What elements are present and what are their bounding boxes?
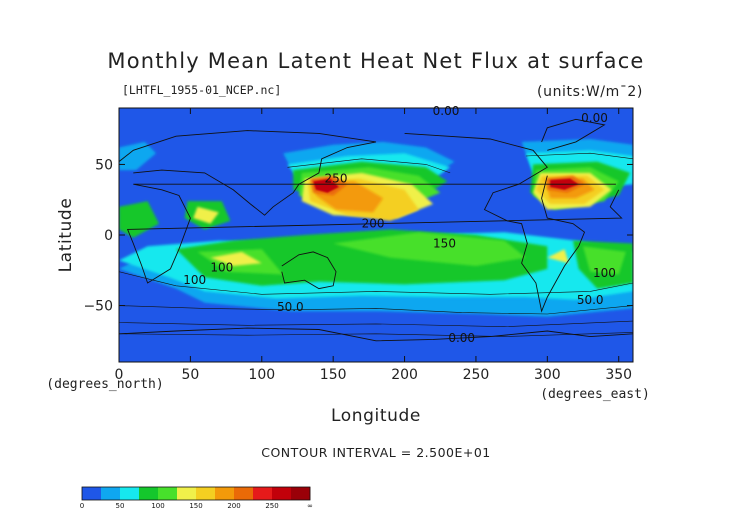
x-tick-label: 250 [463,367,490,383]
x-axis-title: Longitude [331,406,421,426]
colorbar-swatch [196,487,216,500]
colorbar-swatch [253,487,273,500]
continent-outline-americas [404,132,586,313]
contour-label: 150 [433,237,456,251]
colorbar-label: 50 [116,502,125,510]
colorbar-swatch [82,487,102,500]
y-tick-label: 50 [95,157,113,173]
x-tick-label: 350 [605,367,632,383]
contour-labels: 0.00 0.00 250 200 150 100 100 100 50.0 50.0 0.00 [183,104,616,345]
chart-title: Monthly Mean Latent Heat Net Flux at sur… [107,49,644,73]
contour-line [525,152,633,160]
contour-label: 0.00 [581,111,608,125]
contour-label: 50.0 [577,293,604,307]
contour-label: 100 [593,266,616,280]
colorbar-swatch [158,487,178,500]
units-label: (units:W/m¯2) [537,84,643,100]
x-tick-label: 50 [181,367,199,383]
colorbar-frame [81,486,311,501]
heat-cell [583,246,626,275]
contour-label: 250 [325,172,348,186]
plot-area: 0.00 0.00 250 200 150 100 100 100 50.0 50.0 0.00 0… [83,104,634,383]
contour-label: 0.00 [448,331,475,345]
contour-line [119,305,633,315]
continent-outline-eurasia [119,130,377,216]
contour-line [119,332,633,337]
x-tick-label: 150 [320,367,347,383]
contour-label: 100 [210,261,233,275]
colorbar-swatch [101,487,121,500]
contour-line [119,320,633,328]
heat-cell [313,178,339,193]
y-tick-label: −50 [83,299,113,315]
colorbar-label: ∞ [307,502,313,510]
continent-outline-greenland [541,118,606,151]
colorbar-swatch [215,487,235,500]
heat-cell [210,251,262,266]
colorbar-label: 200 [227,502,240,510]
x-tick-label: 0 [115,367,124,383]
colorbar: 0 50 100 150 200 250 ∞ [80,486,313,510]
continent-outline-africa [126,183,623,284]
colorbar-label: 150 [189,502,202,510]
heat-cell [193,206,219,224]
colorbar-swatch [120,487,140,500]
y-axis-title: Latitude [56,198,76,273]
y-units-label: (degrees_north) [46,377,163,392]
y-tick-label: 0 [104,228,113,244]
colorbar-swatch [177,487,197,500]
colorbar-swatch [234,487,254,500]
colorbar-label: 0 [80,502,84,510]
contour-label: 200 [362,217,385,231]
contour-line [119,271,633,295]
colorbar-swatch [139,487,159,500]
x-units-label: (degrees_east) [540,387,650,402]
x-tick-label: 300 [534,367,561,383]
x-tick-label: 200 [391,367,418,383]
contour-interval-label: CONTOUR INTERVAL = 2.500E+01 [261,445,491,460]
colorbar-swatch [272,487,292,500]
contour-label: 100 [183,273,206,287]
chart-subtitle: [LHTFL_1955-01_NCEP.nc] [122,83,281,97]
contour-lines [119,118,633,342]
continent-outline-australia [281,251,337,290]
heat-cell [333,232,526,266]
heat-cell [119,141,157,171]
axis-ticks: 0 50 100 150 200 250 300 350 50 0 −50 [83,108,633,383]
continent-outline-antarctica [119,327,633,342]
contour-label: 0.00 [433,104,460,118]
colorbar-label: 250 [265,502,278,510]
colorbar-swatch [291,487,311,500]
contour-line [287,158,451,174]
x-tick-label: 100 [248,367,275,383]
colorbar-label: 100 [151,502,164,510]
contour-label: 50.0 [277,300,304,314]
heat-cell [547,249,569,264]
